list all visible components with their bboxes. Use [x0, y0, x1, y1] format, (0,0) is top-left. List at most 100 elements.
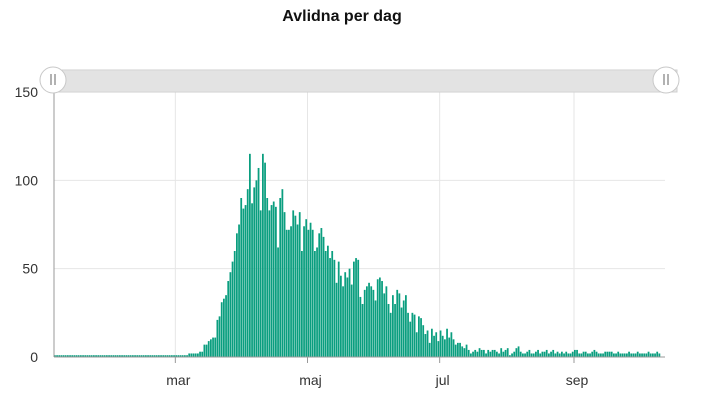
- bar: [246, 189, 249, 357]
- bar: [565, 351, 568, 357]
- bar: [257, 167, 260, 357]
- bar: [398, 293, 401, 357]
- bar: [233, 251, 236, 357]
- bar: [652, 353, 654, 357]
- bar: [353, 261, 355, 357]
- bar: [64, 355, 67, 357]
- bar: [439, 330, 442, 357]
- bar: [223, 298, 225, 357]
- bar: [558, 353, 561, 357]
- bar: [153, 355, 156, 357]
- bar: [649, 353, 652, 357]
- bar: [54, 355, 56, 357]
- bar: [470, 353, 472, 357]
- bar: [270, 205, 273, 357]
- bar: [441, 335, 444, 357]
- bar: [363, 289, 366, 357]
- bar: [623, 353, 626, 357]
- bar: [591, 351, 594, 357]
- y-tick-label: 100: [15, 172, 39, 188]
- bar: [203, 344, 206, 357]
- bar: [125, 355, 128, 357]
- bar: [285, 229, 288, 357]
- bar: [216, 319, 219, 357]
- bar: [636, 351, 639, 357]
- bar: [225, 295, 227, 357]
- scrollbar-end-handle[interactable]: [652, 66, 680, 94]
- y-tick-label: 0: [30, 349, 38, 365]
- bar: [333, 259, 336, 357]
- bar: [329, 258, 331, 357]
- bar: [88, 355, 91, 357]
- bar: [340, 275, 342, 357]
- bar: [615, 353, 617, 357]
- bar: [296, 224, 299, 357]
- bar: [483, 349, 485, 357]
- bar: [474, 349, 477, 357]
- x-tick-labels: mar maj jul sep: [166, 372, 588, 388]
- bar: [119, 355, 121, 357]
- x-tick-label: sep: [566, 372, 589, 388]
- bar: [476, 351, 479, 357]
- bar: [506, 348, 509, 357]
- bar: [634, 353, 637, 357]
- bar: [550, 351, 552, 357]
- bar: [409, 321, 412, 357]
- bar: [337, 261, 340, 357]
- bar: [524, 353, 526, 357]
- bar: [266, 198, 269, 357]
- bar: [548, 353, 550, 357]
- bar: [121, 355, 123, 357]
- bar: [459, 342, 461, 357]
- bar: [457, 342, 459, 357]
- bar: [645, 353, 648, 357]
- chart-title: Avlidna per dag: [282, 8, 402, 25]
- bar: [288, 229, 290, 357]
- bar: [322, 236, 325, 357]
- scrollbar-thumb[interactable]: [54, 71, 665, 91]
- bar: [134, 355, 136, 357]
- bar: [452, 339, 455, 357]
- bar: [448, 337, 451, 357]
- bar: [539, 353, 542, 357]
- bar: [532, 353, 535, 357]
- bar: [613, 353, 615, 357]
- bar: [593, 349, 596, 357]
- bar: [597, 353, 600, 357]
- bar: [496, 351, 498, 357]
- scrollbar-start-handle-circle[interactable]: [39, 66, 67, 94]
- bar: [112, 355, 115, 357]
- bar: [385, 286, 388, 357]
- bar: [97, 355, 100, 357]
- bar: [160, 355, 162, 357]
- bar: [309, 222, 312, 357]
- bar: [606, 351, 609, 357]
- bar: [264, 162, 266, 357]
- bar: [656, 351, 659, 357]
- bar: [641, 353, 643, 357]
- bar: [277, 247, 279, 357]
- bar: [658, 353, 661, 357]
- bar: [298, 212, 301, 357]
- bar: [355, 258, 357, 357]
- bar: [509, 355, 511, 357]
- bar: [244, 205, 247, 357]
- bar: [212, 337, 214, 357]
- range-scrollbar[interactable]: [39, 66, 680, 94]
- bar: [93, 355, 95, 357]
- bar: [450, 332, 453, 357]
- bar: [400, 307, 403, 357]
- bar: [181, 355, 184, 357]
- bar: [279, 198, 282, 357]
- bar: [485, 353, 487, 357]
- scrollbar-start-handle[interactable]: [39, 66, 67, 94]
- bar: [318, 233, 321, 357]
- bar: [545, 349, 548, 357]
- bar: [346, 277, 349, 357]
- bar: [335, 282, 338, 357]
- bar: [103, 355, 106, 357]
- bar: [342, 286, 344, 357]
- bar: [110, 355, 113, 357]
- bar: [80, 355, 82, 357]
- scrollbar-end-handle-circle[interactable]: [652, 66, 680, 94]
